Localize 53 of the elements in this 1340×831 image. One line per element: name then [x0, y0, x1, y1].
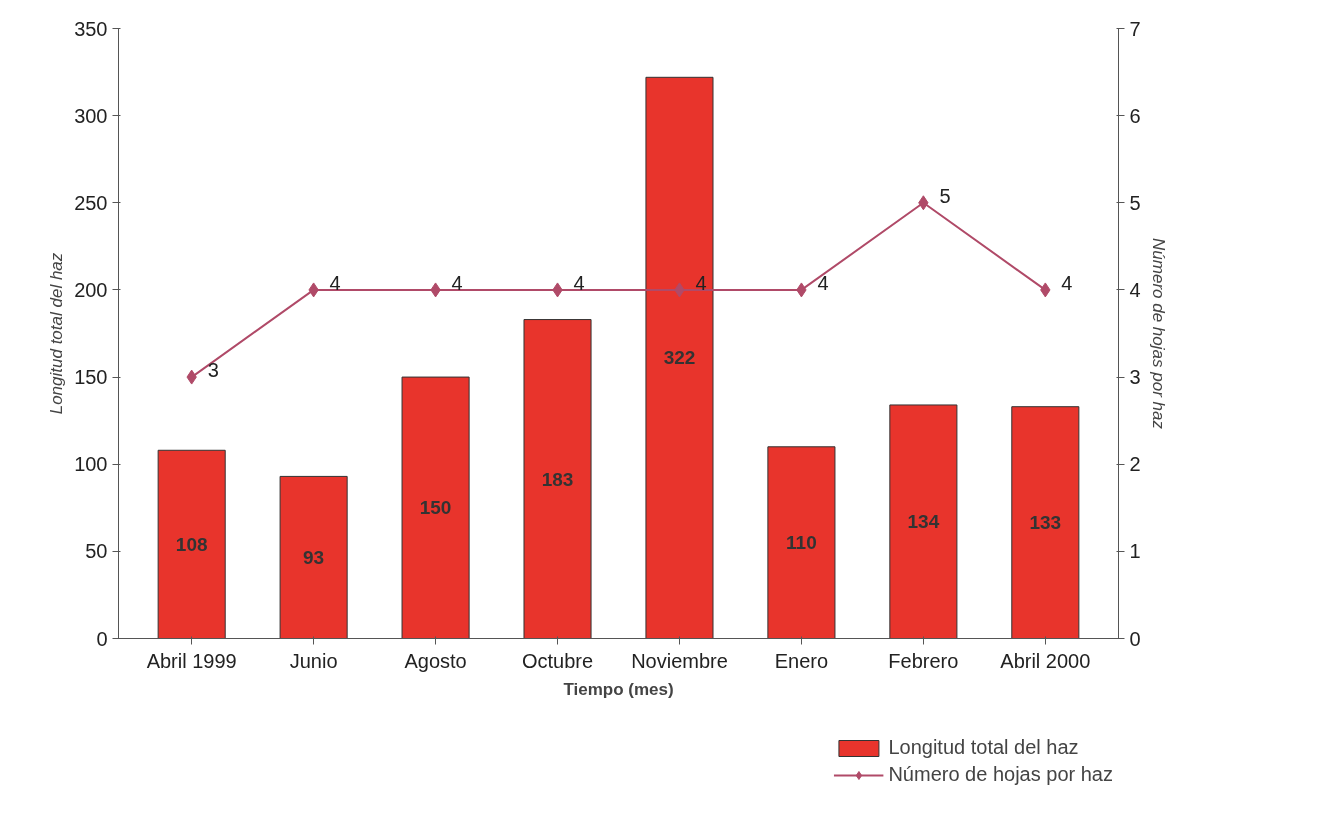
y-tick-label: 50: [85, 540, 108, 563]
x-axis-title: Tiempo (mes): [563, 679, 674, 699]
y-tick-label: 150: [74, 366, 108, 389]
data-label: 150: [419, 497, 452, 519]
data-label: 110: [786, 532, 817, 554]
data-label: 134: [907, 511, 940, 533]
x-tick-label: Enero: [774, 649, 829, 672]
x-tick-label: Abril 2000: [1000, 649, 1091, 672]
data-label: 5: [939, 184, 951, 207]
x-tick-label: Junio: [289, 649, 338, 672]
data-label: 133: [1029, 512, 1062, 534]
y2-axis-title: Número de hojas por haz: [1148, 238, 1168, 430]
y2-tick-label: 2: [1129, 453, 1141, 476]
y-tick-label: 300: [74, 104, 108, 127]
y2-tick-label: 6: [1129, 104, 1141, 127]
legend-label: Longitud total del haz: [888, 736, 1079, 759]
data-label: 4: [329, 271, 341, 294]
data-label: 93: [303, 546, 325, 568]
data-label: 183: [541, 468, 574, 490]
data-label: 322: [663, 347, 696, 369]
x-tick-label: Febrero: [888, 649, 959, 672]
bar: [1011, 406, 1080, 639]
y2-tick-label: 1: [1129, 540, 1141, 563]
bar: [157, 449, 226, 639]
bar: [279, 475, 348, 639]
y-tick-label: 100: [74, 453, 108, 476]
bar: [767, 446, 836, 639]
y-tick-label: 350: [74, 17, 108, 40]
data-label: 4: [451, 271, 463, 294]
y-tick-label: 200: [74, 278, 108, 301]
bar: [401, 376, 470, 639]
bar: [523, 319, 592, 639]
y2-tick-label: 7: [1129, 17, 1141, 40]
bar: [645, 76, 714, 639]
x-tick-label: Octubre: [521, 649, 594, 672]
data-label: 4: [1061, 271, 1073, 294]
y2-tick-label: 3: [1129, 366, 1141, 389]
y-tick-label: 250: [74, 191, 108, 214]
y-axis-title: Longitud total del haz: [47, 252, 67, 415]
bar: [889, 404, 958, 639]
y2-tick-label: 4: [1129, 278, 1141, 301]
x-tick-label: Agosto: [404, 649, 467, 672]
data-label: 108: [175, 533, 208, 555]
x-tick-label: Abril 1999: [146, 649, 237, 672]
data-label: 4: [573, 271, 585, 294]
legend-label: Número de hojas por haz: [888, 763, 1113, 786]
y2-tick-label: 5: [1129, 191, 1141, 214]
data-label: 4: [695, 271, 707, 294]
y2-tick-label: 0: [1129, 627, 1141, 650]
x-tick-label: Noviembre: [631, 649, 728, 672]
data-label: 3: [207, 359, 219, 382]
data-label: 4: [817, 271, 829, 294]
y-tick-label: 0: [96, 627, 108, 650]
